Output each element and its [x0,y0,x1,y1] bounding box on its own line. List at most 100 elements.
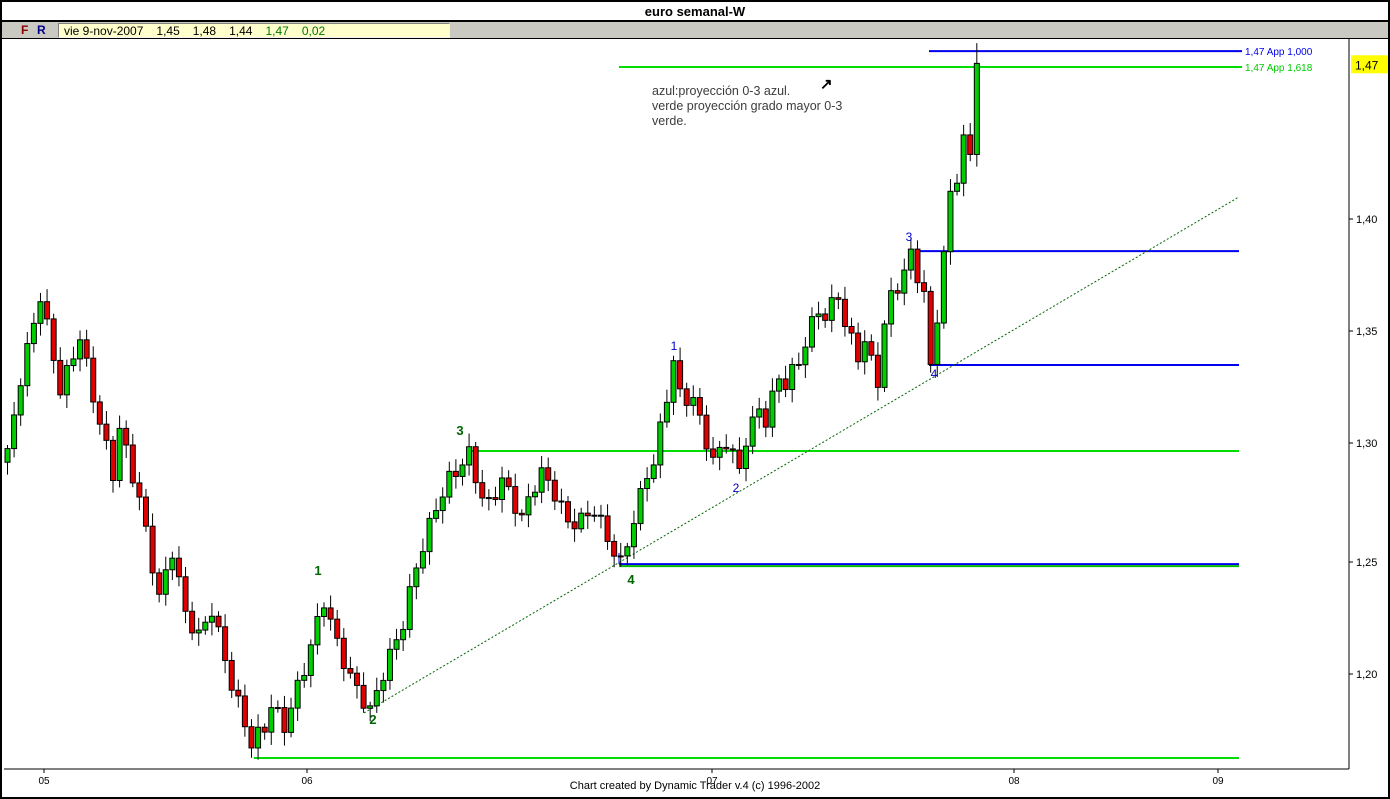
wave-label-major: 4 [627,572,635,587]
chart-area[interactable]: 05 06 07 08 09 1,40 1,35 1,30 1,25 1,20 1,47 1,47 A… [2,39,1388,794]
y-axis-label: 1,40 [1356,214,1377,226]
candle-body [129,444,136,484]
wave-label-major: 2 [369,712,376,727]
wave-label-minor: 4 [931,367,938,381]
quote-change: 0,02 [301,24,326,38]
candle-body [947,190,954,253]
candle-body [393,639,400,650]
candle-body [17,385,24,416]
candle-body [710,448,717,458]
annotation-line: verde. [652,114,687,128]
candle-body [782,378,789,391]
candle-body [743,445,750,469]
annotation-line: azul:proyección 0-3 azul. [652,84,790,98]
candle-body [637,488,644,525]
x-axis-label: 08 [1008,776,1020,787]
candle-body [57,359,64,396]
candle-body [518,512,525,516]
candle-body [921,282,928,292]
candle-body [584,512,591,517]
candle-body [30,322,37,345]
candle-body [459,464,466,477]
x-axis-label: 07 [706,776,718,787]
candle-body [44,301,51,320]
wave-label-minor: 3 [906,230,913,244]
candle-body [288,707,295,733]
x-axis-label: 09 [1212,776,1224,787]
candle-body [433,510,440,519]
candle-body [762,408,769,428]
candle-body [808,316,815,348]
candle-body [241,695,248,728]
candle-body [736,449,743,469]
candle-body [723,446,730,450]
candle-body [677,360,684,390]
candle-body [907,248,914,271]
projection-label: 1,47 App 1,000 [1245,47,1313,58]
y-axis-label: 1,30 [1356,438,1377,450]
candle-body [162,569,169,595]
candle-body [973,62,980,155]
candle-body [307,644,314,676]
candle-body [960,134,967,184]
candle-body [215,615,222,628]
candle-body [848,325,855,334]
candle-body [729,448,736,451]
wave-label-major: 1 [314,563,321,578]
candle-body [545,467,552,481]
candle-body [683,388,690,406]
wave-label-major: 3 [456,423,463,438]
candle-body [617,555,624,558]
candle-body [136,482,143,498]
candle-body [334,618,341,639]
candle-body [413,567,420,588]
candle-body [439,496,446,512]
x-axis-label: 05 [38,776,50,787]
candle-body [571,521,578,530]
r-button[interactable]: R [37,23,46,37]
candle-body [914,248,921,284]
candle-body [90,357,97,403]
candle-body [888,290,895,325]
candle-body [881,323,888,388]
candle-body [235,689,242,697]
candle-body [202,621,209,631]
candle-body [624,546,631,557]
candle-body [367,705,374,709]
candle-body [373,690,380,707]
candle-body [426,517,433,553]
candlestick-chart[interactable]: 05 06 07 08 09 1,40 1,35 1,30 1,25 1,20 1,47 1,47 A… [2,39,1388,794]
candle-body [169,557,176,571]
quote-date: vie 9-nov-2007 [64,24,144,38]
candle-body [703,414,710,450]
candle-body [822,313,829,321]
quote-high: 1,48 [192,24,217,38]
candle-body [538,467,545,493]
candle-body [564,501,571,523]
candle-body [452,470,459,477]
candle-body [175,557,182,578]
candle-body [663,401,670,423]
candle-body [597,514,604,517]
candle-body [630,523,637,548]
candle-body [855,332,862,363]
f-button[interactable]: F [21,23,29,37]
candle-body [769,390,776,428]
candle-body [340,637,347,670]
chart-title: euro semanal-W [2,2,1388,22]
candle-body [321,607,328,617]
candle-body [301,674,308,681]
candle-body [756,408,763,418]
candle-body [492,497,499,501]
y-axis-label: 1,25 [1356,557,1377,569]
candle-body [261,726,268,733]
candle-body [281,707,288,733]
candle-body [149,525,156,574]
candle-body [657,421,664,466]
candle-body [815,313,822,318]
candle-body [749,416,756,447]
candle-body [940,251,947,324]
candle-body [690,397,697,406]
candle-body [327,607,334,620]
